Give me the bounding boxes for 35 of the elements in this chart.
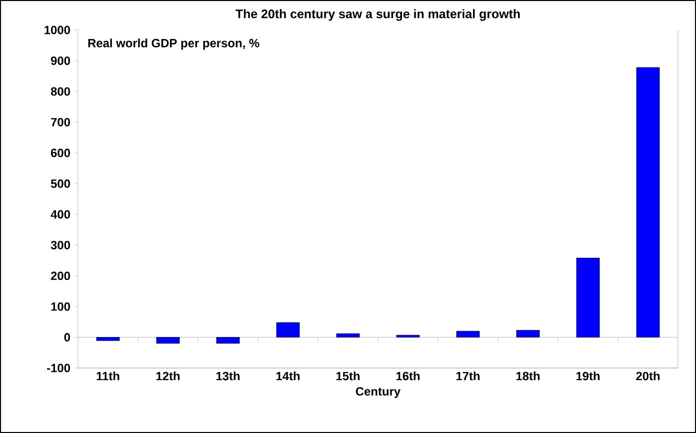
bar [396,334,420,338]
x-axis-title: Century [356,387,401,398]
chart-title: The 20th century saw a surge in material growth [236,9,520,21]
y-tick-label: 900 [50,56,70,65]
y-tick-label: 0 [64,333,70,342]
y-tick-label: 400 [50,210,70,219]
bar [636,67,660,338]
y-tick-label: 100 [51,302,70,311]
text: Real world GDP per person, % [88,38,260,50]
bar [576,258,600,338]
x-tick-label: 18th [516,372,540,380]
y-tick-label: -100 [47,364,70,372]
x-tick-label: 13th [216,372,240,380]
bar [276,322,300,338]
y-tick-label: 800 [50,87,70,96]
y-tick-label: 200 [50,272,70,280]
x-tick-label: 20th [636,372,660,380]
x-tick-label: 15th [336,372,360,380]
y-tick-label: 500 [50,179,70,188]
x-tick-label: 17th [456,372,480,380]
bar [516,330,540,338]
y-tick-label: 600 [50,148,70,158]
bar [336,333,360,338]
bar [156,337,180,344]
y-tick-label: 1000 [44,26,70,34]
bar [216,337,240,344]
x-tick-label: 11th [96,372,120,380]
x-tick-label: 12th [156,372,180,380]
y-tick-label: 700 [51,118,70,126]
y-tick-label: 300 [50,240,70,250]
x-tick-label: 19th [576,372,600,380]
x-tick-label: 16th [396,372,420,380]
bar [456,330,480,338]
x-tick-label: 14th [276,372,300,380]
bar [96,337,120,341]
